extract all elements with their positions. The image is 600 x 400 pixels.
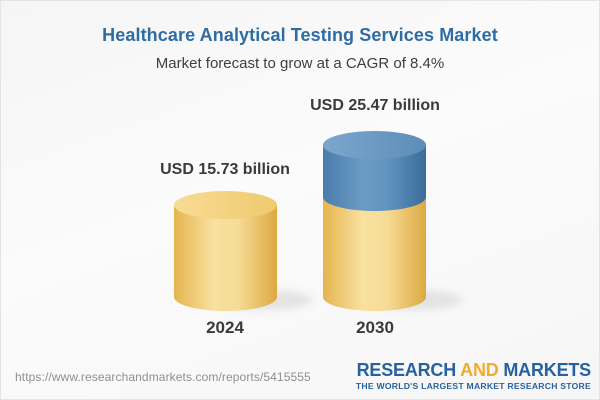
logo-word-markets: MARKETS (503, 360, 591, 380)
cylinder-bar-chart (174, 131, 463, 312)
bar-2024-category-label: 2024 (206, 318, 244, 337)
logo-word-research: RESEARCH (356, 360, 457, 380)
report-url: https://www.researchandmarkets.com/repor… (15, 370, 311, 384)
logo-word-and: AND (460, 360, 499, 380)
bar-2024-value-label: USD 15.73 billion (160, 161, 290, 178)
bar-2030-value-label: USD 25.47 billion (310, 97, 440, 114)
chart-title: Healthcare Analytical Testing Services M… (102, 25, 498, 45)
bar-2030-category-label: 2030 (356, 318, 394, 337)
bar-2030-growth-segment (323, 145, 426, 211)
chart-subtitle: Market forecast to grow at a CAGR of 8.4… (155, 55, 445, 72)
logo-wordmark: RESEARCH AND MARKETS (356, 360, 592, 380)
research-and-markets-logo: RESEARCH AND MARKETS THE WORLD'S LARGEST… (356, 361, 591, 391)
bar-2030-base-segment (323, 197, 426, 312)
bar-2030-cylinder (323, 131, 426, 312)
bar-2024-cylinder (174, 191, 277, 312)
logo-tagline: THE WORLD'S LARGEST MARKET RESEARCH STOR… (355, 381, 591, 391)
